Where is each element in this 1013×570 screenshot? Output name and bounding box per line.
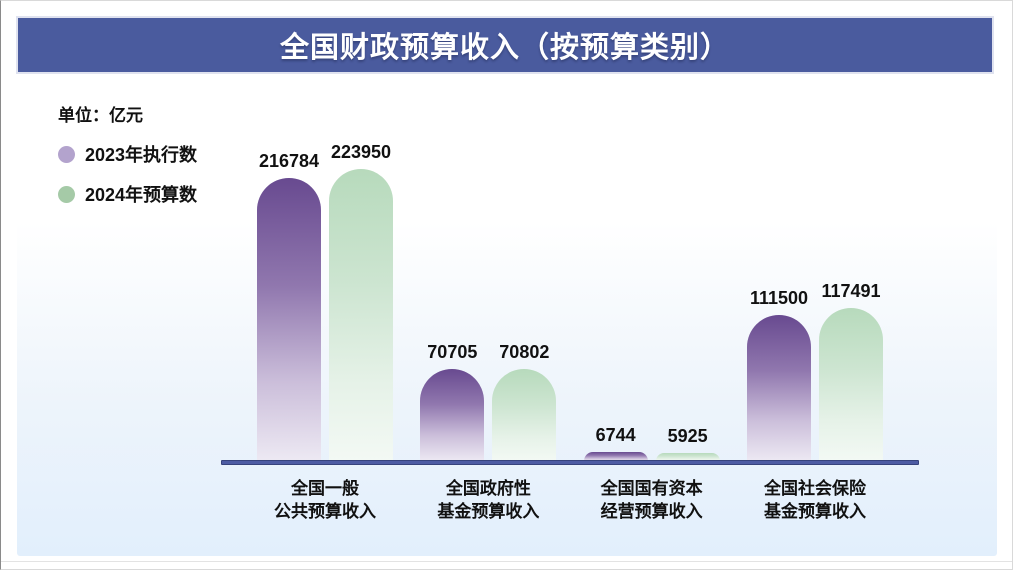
category-label-line2: 经营预算收入 [600, 502, 703, 521]
bar-column-series1-cat3: 6744 [583, 425, 648, 461]
chart-title-bar: 全国财政预算收入（按预算类别） [16, 16, 994, 74]
legend-swatch-green-circle-icon [58, 185, 75, 203]
category-label-cat3: 全国国有资本 经营预算收入 [584, 477, 720, 523]
legend-item-purple: 2023年执行数 [58, 141, 197, 167]
legend: 2023年执行数 2024年预算数 [58, 141, 197, 221]
bar-series2-cat3 [655, 453, 720, 461]
plot-area: 216784 223950 70705 70802 6744 5925 111500 1174… [221, 141, 919, 461]
bar-column-series2-cat4: 117491 [818, 281, 883, 461]
category-label-line2: 公共预算收入 [274, 502, 376, 521]
value-label-series1-cat1: 216784 [258, 151, 320, 171]
category-label-line2: 基金预算收入 [437, 502, 540, 521]
bar-series2-cat4 [818, 308, 883, 461]
bar-column-series1-cat2: 70705 [420, 342, 485, 461]
bar-column-series1-cat4: 111500 [746, 288, 811, 461]
category-label-line1: 全国一般 [291, 479, 359, 498]
value-label-series1-cat3: 6744 [595, 425, 636, 445]
value-label-series2-cat3: 5925 [667, 426, 708, 446]
bar-series2-cat2 [492, 369, 557, 461]
category-label-line1: 全国国有资本 [600, 479, 703, 498]
category-label-cat2: 全国政府性基金预算收入 [420, 477, 556, 523]
unit-label: 单位：亿元 [58, 106, 143, 125]
bar-group-cat3: 6744 5925 [583, 425, 720, 461]
value-label-series2-cat1: 223950 [330, 142, 392, 162]
bar-group-cat2: 70705 70802 [420, 342, 557, 461]
category-labels: 全国一般 公共预算收入 全国政府性 基金预算收入 全国国有资本 经营预算收入 全国社会保险基… [221, 477, 919, 523]
bar-series1-cat4 [746, 315, 811, 461]
category-label-line1: 全国社会保险 [763, 479, 866, 498]
value-label-series2-cat2: 70802 [499, 342, 550, 362]
chart-card-background [17, 16, 997, 556]
page-title: 全国财政预算收入（按预算类别） [279, 32, 730, 64]
bar-column-series1-cat1: 216784 [257, 151, 321, 461]
x-axis-line [221, 460, 919, 465]
bar-group-cat4: 111500 117491 [746, 281, 883, 461]
bar-series1-cat2 [420, 369, 485, 461]
value-label-series1-cat4: 111500 [749, 288, 809, 308]
category-label-cat4: 全国社会保险 基金预算收入 [747, 477, 883, 523]
value-label-series2-cat4: 117491 [821, 281, 881, 301]
category-label-line1: 全国政府性 [445, 479, 531, 498]
category-label-cat1: 全国一般公共预算收入 [257, 477, 393, 523]
legend-swatch-purple-circle-icon [58, 145, 75, 163]
bar-series1-cat3 [583, 452, 648, 461]
bar-column-series2-cat3: 5925 [655, 426, 720, 461]
legend-label-series-1: 2023年执行数 [85, 145, 198, 165]
value-label-series1-cat2: 70705 [427, 342, 478, 362]
bar-column-series2-cat1: 223950 [329, 142, 393, 461]
legend-item-green: 2024年预算数 [58, 181, 197, 207]
bar-column-series2-cat2: 70802 [492, 342, 557, 461]
bar-series1-cat1 [257, 178, 321, 461]
bar-group-cat1: 216784 223950 [257, 142, 393, 461]
bar-series2-cat1 [329, 169, 393, 461]
legend-label-series-2: 2024年预算数 [85, 185, 198, 205]
category-label-line2: 基金预算收入 [763, 502, 866, 521]
